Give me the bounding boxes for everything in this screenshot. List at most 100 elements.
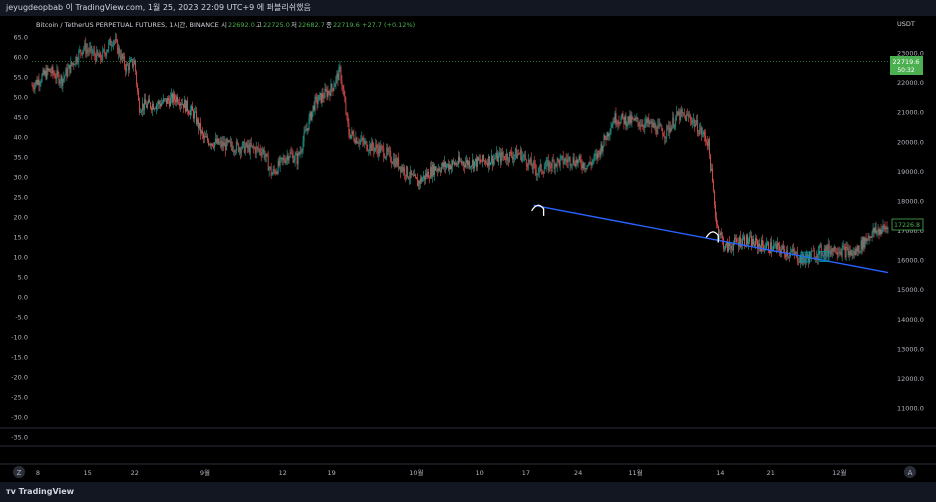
candle-body xyxy=(412,174,414,176)
candle-body xyxy=(249,143,251,154)
candle-body xyxy=(240,148,242,154)
candle-body xyxy=(872,228,874,233)
candle-body xyxy=(443,162,444,168)
candle-body xyxy=(330,84,332,96)
candle-body xyxy=(137,84,139,92)
x-tick-label: 10월 xyxy=(409,468,423,477)
candle-body xyxy=(360,140,362,141)
candle-body xyxy=(254,148,256,154)
candle-body xyxy=(701,127,703,135)
candle-body xyxy=(639,125,641,127)
candle-body xyxy=(844,247,846,258)
chart-area[interactable]: 65.0 60.0 55.0 50.0 45.0 40.0 35.0 30.0 25.0 20.0… xyxy=(0,16,936,482)
chart-svg[interactable]: 65.0 60.0 55.0 50.0 45.0 40.0 35.0 30.0 25.0 20.0… xyxy=(0,16,936,482)
candle-body xyxy=(690,116,692,121)
tradingview-logo[interactable]: ᴛᴠ TradingView xyxy=(6,482,74,502)
candle-body xyxy=(167,98,168,104)
candle-body xyxy=(261,151,263,156)
trendline[interactable] xyxy=(533,204,889,274)
candle-body xyxy=(773,245,775,246)
candle-body xyxy=(273,169,275,171)
candle-body xyxy=(479,159,480,161)
candle-body xyxy=(193,110,194,119)
candle-body xyxy=(457,164,458,165)
candle-body xyxy=(536,173,538,176)
candle-body xyxy=(471,165,472,167)
candle-body xyxy=(882,225,884,231)
candle-body xyxy=(245,142,247,147)
auto-scale-button[interactable]: A xyxy=(904,466,916,478)
candle-body xyxy=(230,141,232,147)
candle-body xyxy=(494,158,496,159)
candle-body xyxy=(375,144,377,148)
candle-body xyxy=(292,154,294,163)
candle-body xyxy=(757,240,758,249)
candle-body xyxy=(647,118,649,124)
candle-body xyxy=(716,217,718,225)
candle-body xyxy=(481,161,482,163)
candle-body xyxy=(251,145,253,147)
z-button[interactable]: Z xyxy=(13,466,25,478)
candle-body xyxy=(188,111,189,114)
candle-body xyxy=(854,251,856,256)
candle-body xyxy=(530,158,532,167)
legend-close: 22719.6 xyxy=(333,21,360,29)
candle-body xyxy=(72,63,74,65)
candle-body xyxy=(213,142,215,148)
candle-body xyxy=(379,145,381,153)
candle-body xyxy=(436,169,437,171)
candle-body xyxy=(179,103,180,106)
candle-body xyxy=(451,165,452,170)
left-tick-label: -10.0 xyxy=(11,334,28,342)
candle-body xyxy=(523,154,525,156)
candle-body xyxy=(86,49,88,54)
left-tick-label: -30.0 xyxy=(11,414,28,422)
candle-body xyxy=(259,149,261,153)
candle-body xyxy=(748,241,749,244)
candle-body xyxy=(590,163,592,166)
candle-body xyxy=(806,254,808,258)
candle-body xyxy=(185,99,186,112)
candle-body xyxy=(425,173,427,180)
candle-body xyxy=(758,243,759,249)
candle-body xyxy=(510,152,512,157)
candle-body xyxy=(203,136,205,139)
candle-body xyxy=(484,160,485,162)
candle-body xyxy=(420,177,422,184)
candle-body xyxy=(449,164,450,170)
candle-body xyxy=(64,75,66,78)
candle-body xyxy=(687,113,689,115)
candle-body xyxy=(725,244,726,249)
candle-body xyxy=(117,40,119,54)
legend-high-label: 고 xyxy=(256,21,262,29)
candle-body xyxy=(723,238,724,249)
candle-body xyxy=(278,160,280,166)
candle-body xyxy=(654,124,656,128)
candle-body xyxy=(804,258,806,263)
candle-body xyxy=(90,46,92,48)
candle-body xyxy=(477,157,478,168)
candle-body xyxy=(403,167,405,172)
candle-body xyxy=(149,99,150,103)
candle-body xyxy=(632,117,634,119)
candle-body xyxy=(391,161,393,164)
candle-body xyxy=(110,39,112,46)
candle-body xyxy=(677,111,679,116)
x-tick-label: 8 xyxy=(36,469,40,477)
candle-body xyxy=(556,158,558,167)
candle-body xyxy=(855,248,857,256)
candle-body xyxy=(570,165,572,166)
candle-body xyxy=(364,141,366,144)
candle-body xyxy=(671,125,673,132)
candle-body xyxy=(223,142,225,147)
candle-body xyxy=(227,140,229,142)
candle-body xyxy=(146,104,147,108)
candle-body xyxy=(769,251,770,253)
candle-body xyxy=(589,162,591,164)
candle-body xyxy=(870,237,872,238)
candle-body xyxy=(857,245,859,252)
candle-body xyxy=(858,245,860,253)
candle-body xyxy=(399,166,401,169)
candle-body xyxy=(650,121,652,123)
candle-body xyxy=(685,115,687,121)
